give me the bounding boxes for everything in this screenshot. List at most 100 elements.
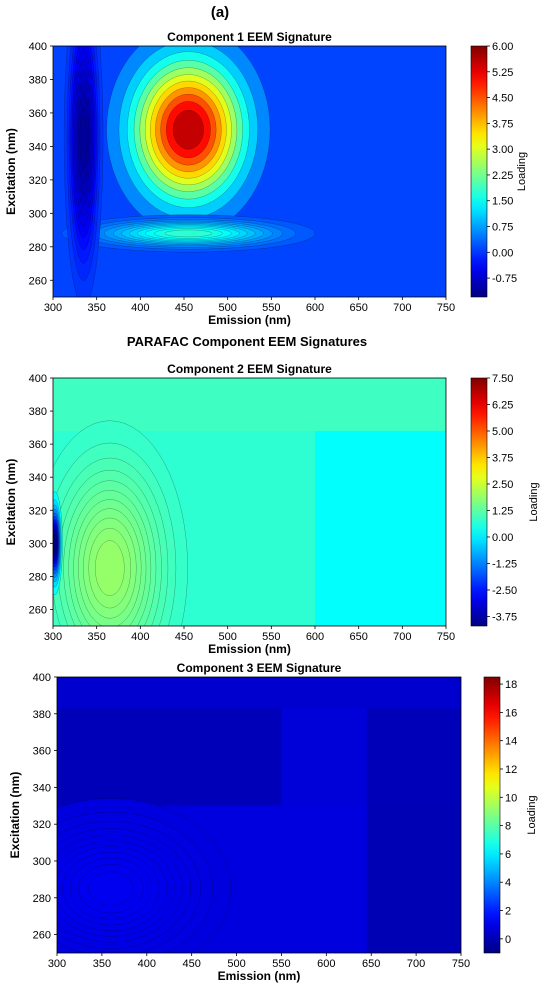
x-tick-label: 450 — [175, 302, 193, 314]
y-tick-label: 260 — [29, 275, 47, 287]
x-axis-label: Emission (nm) — [218, 969, 301, 983]
heatmap-peak — [53, 420, 188, 626]
colorbar-tick-label: 7.50 — [492, 373, 513, 385]
colorbar-tick-label: 14 — [505, 736, 517, 748]
heatmap-area — [57, 677, 461, 953]
plot-frame — [52, 45, 447, 298]
heatmap-area — [53, 46, 446, 297]
y-tick-label: 320 — [33, 819, 51, 831]
y-axis-label: Excitation (nm) — [4, 128, 18, 215]
heatmap-peak — [57, 798, 232, 953]
x-tick-label: 400 — [138, 958, 156, 970]
y-tick-label: 300 — [33, 856, 51, 868]
heatmap-peak — [63, 46, 104, 297]
x-tick-label: 650 — [349, 631, 367, 643]
y-tick-label: 280 — [29, 571, 47, 583]
colorbar-tick-label: -1.25 — [492, 558, 517, 570]
colorbar-tick-label: 10 — [505, 792, 517, 804]
y-tick-label: 320 — [29, 505, 47, 517]
colorbar-tick-label: 1.25 — [492, 505, 513, 517]
heatmap-block — [57, 677, 461, 709]
x-tick-label: 300 — [44, 631, 62, 643]
x-tick-label: 450 — [182, 958, 200, 970]
x-tick-label: 700 — [407, 958, 425, 970]
x-tick-label: 550 — [272, 958, 290, 970]
x-tick-label: 450 — [175, 631, 193, 643]
colorbar-label: Loading — [528, 482, 540, 521]
x-tick-label: 600 — [306, 302, 324, 314]
heatmap-peak — [106, 46, 271, 235]
heatmap-peak — [61, 214, 316, 253]
y-tick-label: 300 — [29, 208, 47, 220]
colorbar-tick-label: -2.50 — [492, 585, 517, 597]
x-tick-label: 350 — [87, 631, 105, 643]
colorbar-tick-label: 2 — [505, 906, 511, 918]
heatmap-area — [53, 378, 446, 626]
y-tick-label: 360 — [29, 108, 47, 120]
chart-panel-1: Component 1 EEM Signature 300 350 400 450 500… — [4, 30, 528, 327]
x-tick-label: 350 — [93, 958, 111, 970]
colorbar-tick-label: 4.50 — [492, 93, 513, 105]
panel-label: (a) — [211, 4, 229, 21]
y-tick-label: 260 — [33, 930, 51, 942]
x-tick-label: 300 — [48, 958, 66, 970]
y-tick-label: 380 — [29, 406, 47, 418]
chart-title: Component 3 EEM Signature — [177, 661, 342, 675]
colorbar — [470, 45, 488, 298]
y-tick-label: 400 — [29, 41, 47, 53]
colorbar-tick-label: 4 — [505, 877, 511, 889]
y-tick-label: 340 — [33, 782, 51, 794]
colorbar-tick-label: 0.00 — [492, 247, 513, 259]
colorbar-tick-label: 2.50 — [492, 479, 513, 491]
colorbar — [483, 676, 501, 954]
y-tick-label: 280 — [33, 893, 51, 905]
y-tick-label: 360 — [33, 746, 51, 758]
colorbar-tick-label: 5.25 — [492, 67, 513, 79]
y-tick-label: 300 — [29, 538, 47, 550]
x-axis-label: Emission (nm) — [208, 642, 291, 656]
x-tick-label: 750 — [437, 631, 455, 643]
plot-frame — [52, 377, 447, 627]
panels-group: Component 1 EEM Signature 300 350 400 450 500… — [4, 30, 540, 983]
colorbar — [470, 377, 488, 627]
heatmap-peak — [53, 491, 63, 596]
chart-panel-2: Component 2 EEM Signature 300 350 400 450 500… — [4, 362, 540, 656]
heatmap-block — [315, 430, 446, 626]
plot-frame — [56, 676, 462, 954]
colorbar-tick-label: 6.25 — [492, 399, 513, 411]
x-tick-label: 600 — [317, 958, 335, 970]
y-tick-label: 340 — [29, 141, 47, 153]
colorbar-tick-label: 3.75 — [492, 452, 513, 464]
colorbar-tick-label: 0 — [505, 934, 511, 946]
y-tick-label: 380 — [29, 74, 47, 86]
y-tick-label: 340 — [29, 472, 47, 484]
x-tick-label: 650 — [349, 302, 367, 314]
colorbar-tick-label: 6 — [505, 849, 511, 861]
colorbar-tick-label: 1.50 — [492, 196, 513, 208]
colorbar-tick-label: -3.75 — [492, 611, 517, 623]
x-tick-label: 500 — [218, 631, 236, 643]
x-tick-label: 700 — [393, 631, 411, 643]
colorbar-label: Loading — [516, 152, 528, 191]
chart-title: Component 1 EEM Signature — [167, 30, 332, 44]
x-tick-label: 600 — [306, 631, 324, 643]
colorbar-tick-label: 18 — [505, 679, 517, 691]
y-tick-label: 360 — [29, 439, 47, 451]
x-tick-label: 500 — [218, 302, 236, 314]
y-tick-label: 260 — [29, 604, 47, 616]
colorbar-tick-label: -0.75 — [492, 273, 517, 285]
chart-title: Component 2 EEM Signature — [167, 362, 332, 376]
colorbar-tick-label: 5.00 — [492, 426, 513, 438]
y-tick-label: 280 — [29, 242, 47, 254]
colorbar-tick-label: 6.00 — [492, 41, 513, 53]
x-tick-label: 550 — [262, 302, 280, 314]
y-tick-label: 400 — [29, 373, 47, 385]
colorbar-tick-label: 2.25 — [492, 170, 513, 182]
colorbar-tick-label: 0.75 — [492, 222, 513, 234]
x-tick-label: 650 — [362, 958, 380, 970]
x-tick-label: 750 — [437, 302, 455, 314]
x-tick-label: 400 — [131, 631, 149, 643]
colorbar-tick-label: 16 — [505, 707, 517, 719]
x-axis-label: Emission (nm) — [208, 313, 291, 327]
y-tick-label: 380 — [33, 709, 51, 721]
